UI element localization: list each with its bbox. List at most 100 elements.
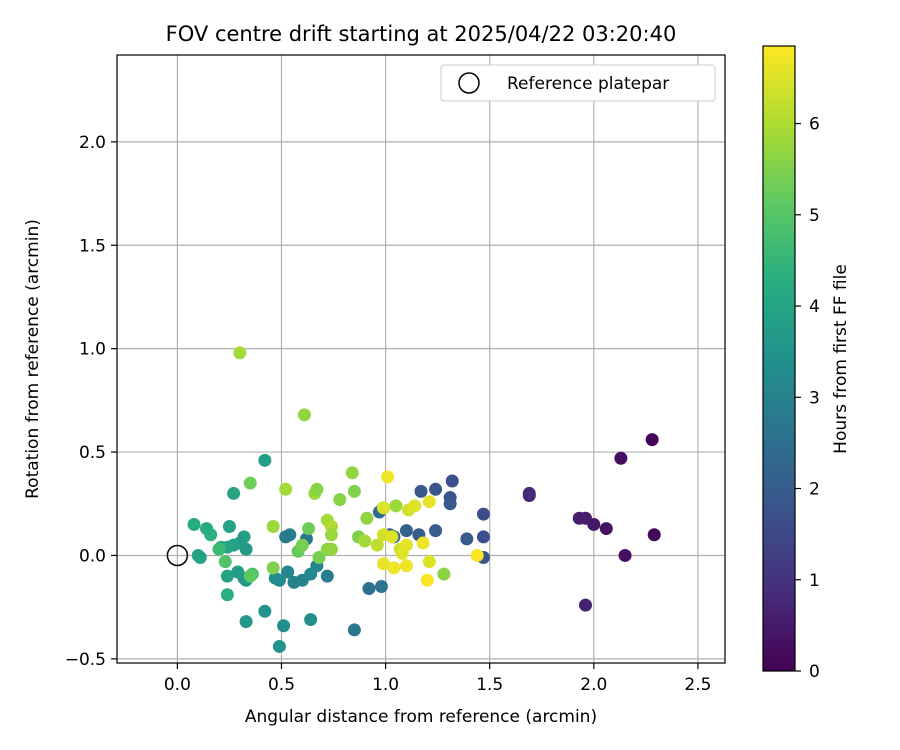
scatter-point	[310, 482, 324, 496]
legend-marker-icon	[458, 72, 480, 94]
scatter-points	[187, 346, 661, 653]
scatter-point	[614, 451, 628, 465]
scatter-point	[227, 486, 241, 500]
scatter-point	[422, 555, 436, 569]
scatter-point	[218, 555, 232, 569]
chart-title: FOV centre drift starting at 2025/04/22 …	[166, 22, 677, 46]
scatter-point	[399, 538, 413, 552]
scatter-point	[287, 575, 301, 589]
scatter-point	[345, 466, 359, 480]
scatter-point	[429, 482, 443, 496]
scatter-point	[437, 567, 451, 581]
y-tick-label: 2.0	[79, 133, 106, 153]
scatter-point	[429, 524, 443, 538]
x-tick-label: 1.0	[372, 675, 399, 695]
legend-box	[440, 64, 716, 102]
scatter-point	[220, 588, 234, 602]
x-axis-label: Angular distance from reference (arcmin)	[245, 707, 597, 727]
scatter-point	[212, 542, 226, 556]
scatter-point	[279, 482, 293, 496]
colorbar-tick-label: 6	[809, 115, 820, 135]
colorbar-gradient	[762, 45, 796, 672]
y-axis-ticks: −0.5 0.0 0.5 1.0 1.5 2.0	[65, 133, 117, 670]
x-tick-label: 1.5	[476, 675, 503, 695]
scatter-point	[422, 495, 436, 509]
scatter-point	[243, 476, 257, 490]
x-axis-ticks: 0.0 0.5 1.0 1.5 2.0 2.5	[164, 663, 711, 695]
colorbar-tick-label: 0	[809, 662, 820, 682]
scatter-point	[599, 522, 613, 536]
scatter-point	[578, 598, 592, 612]
scatter-point	[385, 530, 399, 544]
scatter-point	[445, 474, 459, 488]
y-tick-label: 1.0	[79, 340, 106, 360]
scatter-point	[476, 530, 490, 544]
scatter-point	[258, 453, 272, 467]
scatter-point	[297, 408, 311, 422]
scatter-point	[239, 615, 253, 629]
scatter-point	[302, 522, 316, 536]
scatter-point	[231, 565, 245, 579]
y-tick-label: 1.5	[79, 236, 106, 256]
scatter-point	[233, 346, 247, 360]
scatter-point	[258, 604, 272, 618]
x-tick-label: 0.5	[268, 675, 295, 695]
colorbar: 0 1 2 3 4 5 6 Hours from first FF file	[762, 45, 851, 682]
scatter-point	[312, 551, 326, 565]
colorbar-tick-label: 1	[809, 571, 820, 591]
scatter-point	[374, 579, 388, 593]
x-tick-label: 2.0	[580, 675, 607, 695]
scatter-point	[522, 486, 536, 500]
scatter-point	[272, 639, 286, 653]
y-axis-label: Rotation from reference (arcmin)	[23, 219, 43, 499]
scatter-point	[200, 522, 214, 536]
reference-marker	[166, 544, 189, 567]
scatter-point	[277, 619, 291, 633]
scatter-point	[324, 528, 338, 542]
scatter-point	[347, 484, 361, 498]
colorbar-tick-label: 4	[809, 297, 820, 317]
scatter-point	[387, 561, 401, 575]
scatter-point	[304, 613, 318, 627]
scatter-point	[618, 548, 632, 562]
scatter-point	[443, 497, 457, 511]
scatter-point	[360, 511, 374, 525]
scatter-point	[399, 524, 413, 538]
scatter-point	[362, 582, 376, 596]
colorbar-tick-label: 2	[809, 480, 820, 500]
scatter-point	[647, 528, 661, 542]
scatter-point	[220, 569, 234, 583]
x-tick-label: 0.0	[164, 675, 191, 695]
scatter-point	[377, 557, 391, 571]
colorbar-label: Hours from first FF file	[831, 264, 851, 454]
y-tick-label: 0.0	[79, 546, 106, 566]
scatter-point	[266, 561, 280, 575]
scatter-point	[243, 569, 257, 583]
scatter-point	[347, 623, 361, 637]
scatter-point	[358, 534, 372, 548]
scatter-point	[320, 569, 334, 583]
scatter-point	[414, 484, 428, 498]
scatter-point	[377, 501, 391, 515]
plot-frame	[116, 54, 726, 664]
scatter-point	[399, 559, 413, 573]
y-tick-label: −0.5	[65, 650, 106, 670]
scatter-point	[281, 565, 295, 579]
grid	[117, 55, 725, 663]
scatter-point	[222, 520, 236, 534]
scatter-point	[470, 548, 484, 562]
scatter-point	[381, 470, 395, 484]
scatter-point	[187, 517, 201, 531]
scatter-point	[645, 433, 659, 447]
scatter-point	[420, 573, 434, 587]
scatter-point	[268, 571, 282, 585]
scatter-point	[416, 536, 430, 550]
x-tick-label: 2.5	[684, 675, 711, 695]
legend-label: Reference platepar	[507, 74, 669, 94]
scatter-point	[389, 499, 403, 513]
scatter-point	[279, 530, 293, 544]
colorbar-tick-label: 5	[809, 206, 820, 226]
scatter-point	[476, 507, 490, 521]
scatter-point	[295, 538, 309, 552]
